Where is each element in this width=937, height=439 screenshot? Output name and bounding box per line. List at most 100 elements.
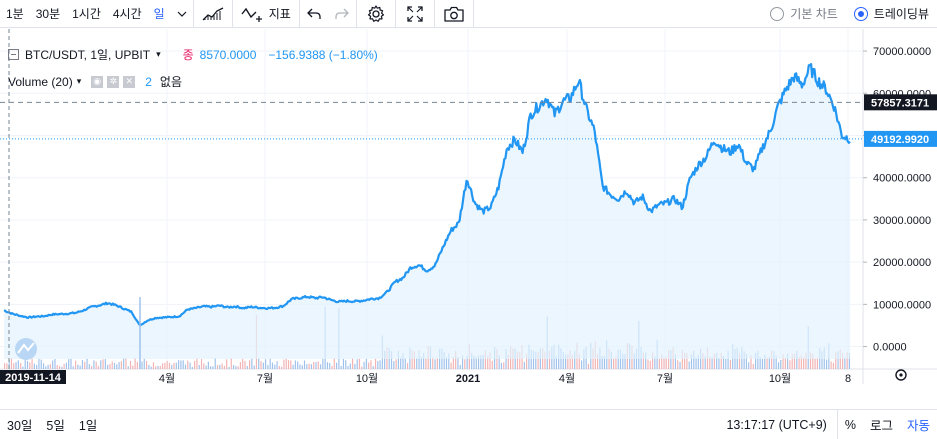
- volume-bar: [562, 351, 564, 369]
- indicators-button[interactable]: 지표: [233, 0, 299, 28]
- volume-bar: [532, 350, 535, 369]
- volume-bar: [775, 355, 777, 369]
- eye-icon[interactable]: ◉: [91, 75, 104, 88]
- axis-settings-icon[interactable]: [895, 369, 907, 381]
- chevron-down-icon[interactable]: ▾: [156, 49, 161, 59]
- volume-bar: [292, 364, 294, 369]
- volume-bar: [679, 361, 681, 369]
- volume-bar: [574, 351, 576, 369]
- range-30d-button[interactable]: 30일: [7, 419, 33, 433]
- volume-bar: [253, 365, 255, 369]
- chevron-down-icon[interactable]: ▾: [76, 76, 82, 86]
- volume-bar: [349, 363, 351, 369]
- volume-bar: [377, 361, 379, 369]
- chart-area[interactable]: 70000.000060000.000050000.000040000.0000…: [0, 29, 937, 385]
- redo-button[interactable]: [328, 0, 356, 28]
- volume-label[interactable]: Volume (20): [8, 74, 73, 89]
- volume-bar: [285, 358, 287, 369]
- range-5d-button[interactable]: 5일: [46, 419, 65, 433]
- symbol-title[interactable]: BTC/USDT, 1일, UPBIT: [25, 48, 151, 62]
- volume-bar: [40, 359, 42, 369]
- volume-bar: [368, 362, 370, 369]
- volume-bar: [436, 357, 438, 369]
- volume-bar: [345, 360, 347, 369]
- volume-bar: [68, 359, 70, 369]
- price-line[interactable]: [3, 62, 851, 327]
- crosshair-date-label: 2019-11-14: [5, 372, 62, 384]
- settings-button[interactable]: [357, 0, 395, 28]
- volume-bar: [237, 366, 239, 369]
- volume-bar: [109, 363, 111, 369]
- volume-bar: [677, 360, 679, 369]
- volume-bar: [187, 360, 189, 369]
- toolbar-divider: [298, 0, 300, 28]
- volume-bar: [548, 350, 551, 369]
- undo-button[interactable]: [300, 0, 328, 28]
- volume-bar: [274, 364, 276, 369]
- volume-bar: [104, 359, 106, 369]
- volume-bar: [141, 361, 143, 369]
- volume-bar: [503, 362, 505, 369]
- volume-bar: [695, 357, 697, 369]
- volume-bar: [432, 357, 434, 369]
- volume-bar: [36, 365, 38, 369]
- volume-bar: [299, 364, 301, 369]
- volume-bar: [49, 364, 51, 369]
- interval-1d-button[interactable]: 일: [153, 7, 165, 21]
- volume-bar: [88, 364, 90, 369]
- volume-bar: [17, 360, 19, 369]
- volume-bar: [294, 360, 296, 369]
- auto-scale-button[interactable]: 자동: [906, 419, 930, 433]
- close-icon[interactable]: ✕: [123, 75, 136, 88]
- volume-bar: [420, 356, 422, 369]
- volume-bar: [406, 362, 409, 369]
- x-tick-label: 7월: [257, 372, 273, 384]
- camera-icon: [444, 6, 464, 22]
- volume-bar: [228, 366, 230, 369]
- interval-1m-button[interactable]: 1분: [6, 7, 24, 21]
- screenshot-button[interactable]: [435, 0, 473, 28]
- interval-4h-button[interactable]: 4시간: [112, 7, 142, 21]
- percent-scale-button[interactable]: %: [844, 417, 856, 432]
- basic-chart-label: 기본 차트: [790, 7, 838, 21]
- volume-bar: [651, 352, 654, 369]
- volume-bar: [180, 360, 182, 369]
- volume-bar: [221, 363, 223, 369]
- volume-bar: [713, 353, 715, 369]
- volume-bar: [393, 361, 395, 369]
- x-tick-label: 7월: [657, 372, 673, 384]
- volume-bar: [95, 361, 97, 369]
- log-scale-button[interactable]: 로그: [869, 419, 893, 433]
- x-tick-label: 8: [845, 373, 851, 384]
- y-tick-label: 20000.0000: [873, 257, 931, 269]
- volume-bar: [363, 361, 365, 369]
- volume-bar: [688, 361, 690, 369]
- gear-icon[interactable]: ✲: [107, 75, 120, 88]
- clock-display[interactable]: 13:17:17 (UTC+9): [726, 417, 827, 432]
- volume-bar: [500, 363, 503, 369]
- fullscreen-button[interactable]: [396, 0, 434, 28]
- price-change: −156.9388 (−1.80%): [268, 47, 378, 62]
- interval-dropdown-button[interactable]: [171, 0, 193, 28]
- volume-bar: [219, 364, 221, 369]
- volume-bar: [809, 352, 812, 369]
- volume-bar: [402, 353, 404, 369]
- volume-bar: [830, 361, 832, 369]
- basic-chart-radio[interactable]: 기본 차트: [762, 0, 846, 28]
- volume-bar: [111, 361, 113, 369]
- interval-group: 1분 30분 1시간 4시간 일: [0, 0, 193, 28]
- range-1d-button[interactable]: 1일: [78, 419, 98, 433]
- volume-bar: [564, 354, 567, 369]
- collapse-legend-icon[interactable]: [8, 49, 19, 60]
- price-chart[interactable]: 70000.000060000.000050000.000040000.0000…: [0, 29, 937, 385]
- volume-bar: [81, 359, 84, 369]
- tradingview-chart-radio[interactable]: 트레이딩뷰: [846, 0, 937, 28]
- interval-30m-button[interactable]: 30분: [35, 7, 61, 21]
- interval-1h-button[interactable]: 1시간: [72, 7, 101, 21]
- volume-bar: [260, 361, 262, 369]
- chart-style-button[interactable]: [194, 0, 232, 28]
- x-tick-label: 10월: [769, 372, 791, 384]
- price-axis[interactable]: [863, 29, 937, 384]
- indicators-icon: [241, 7, 262, 22]
- volume-value: 2: [145, 74, 152, 89]
